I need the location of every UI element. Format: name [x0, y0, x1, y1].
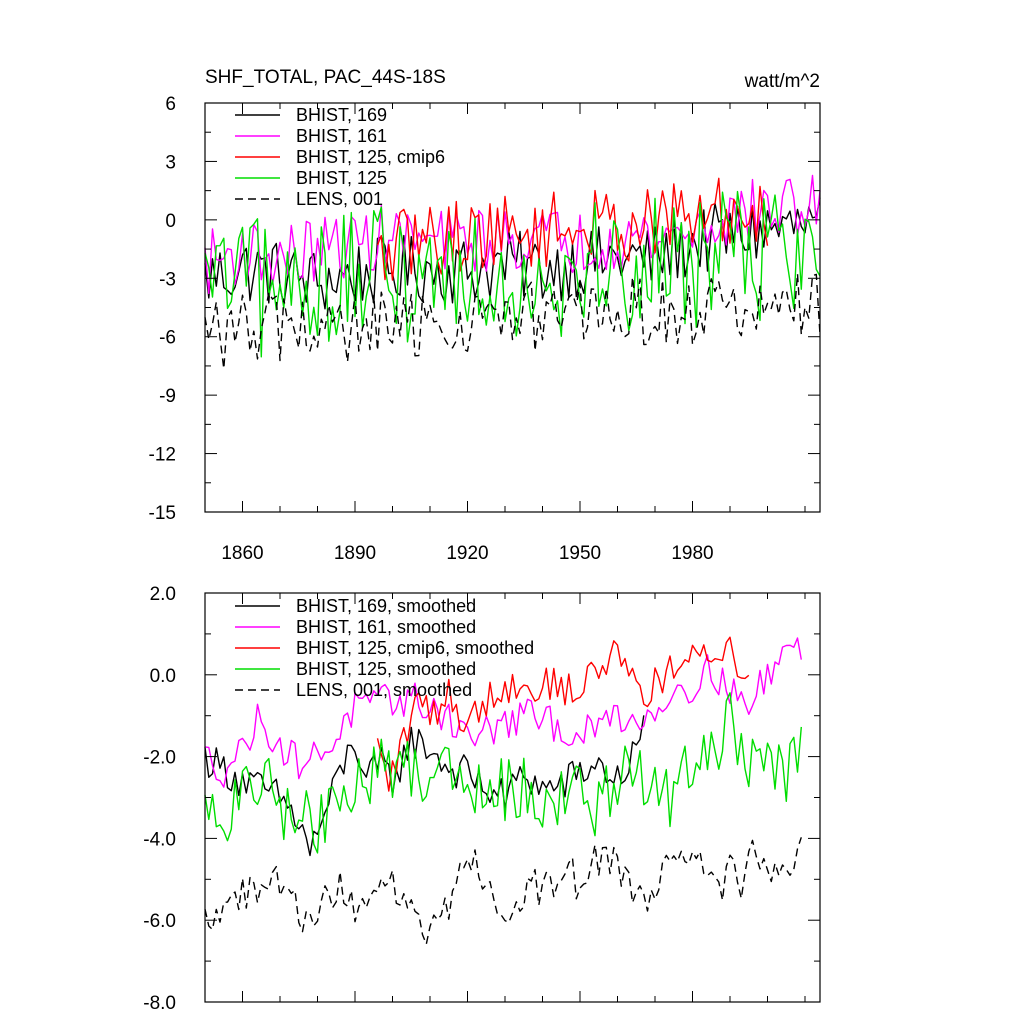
x-tick-label: 1980: [671, 543, 713, 564]
x-tick-label: 1920: [446, 543, 488, 564]
legend-label: BHIST, 161: [296, 126, 387, 146]
series-line-top-3: [204, 190, 821, 358]
y-tick-label: -12: [149, 445, 176, 466]
series-line-bottom-1: [204, 637, 802, 788]
y-tick-label: 3: [165, 152, 176, 173]
x-tick-label: 1860: [221, 543, 263, 564]
y-tick-label: -2.0: [143, 748, 176, 769]
y-tick-label: -9: [159, 386, 176, 407]
top-axis-ticks: 1860 1890 1920 1950 1980 -15 -12 -9 -6 -3 0 3 6: [149, 94, 820, 564]
legend-label: BHIST, 125, cmip6, smoothed: [296, 638, 534, 658]
legend-label: BHIST, 125, cmip6: [296, 147, 445, 167]
series-line-top-1: [204, 174, 821, 295]
legend-label: LENS, 001: [296, 189, 383, 209]
x-tick-label: 1950: [559, 543, 601, 564]
legend-label: BHIST, 161, smoothed: [296, 617, 476, 637]
series-line-bottom-0: [204, 715, 645, 857]
top-series-group: [204, 174, 821, 370]
series-line-bottom-3: [204, 692, 802, 854]
y-tick-label: -6.0: [143, 911, 176, 932]
y-tick-label: -4.0: [143, 829, 176, 850]
bottom-series-group: [204, 636, 802, 945]
x-tick-label: 1890: [334, 543, 376, 564]
y-tick-label: 6: [165, 94, 176, 115]
legend-label: BHIST, 169, smoothed: [296, 596, 476, 616]
top-chart-title: SHF_TOTAL, PAC_44S-18S: [205, 67, 446, 88]
y-tick-label: -3: [159, 269, 176, 290]
y-tick-label: 2.0: [150, 584, 176, 605]
top-chart-units: watt/m^2: [744, 71, 820, 92]
series-line-top-4: [204, 272, 821, 370]
y-tick-label: -8.0: [143, 993, 176, 1014]
legend-label: BHIST, 125, smoothed: [296, 659, 476, 679]
series-line-bottom-4: [204, 837, 802, 945]
y-tick-label: 0.0: [150, 666, 176, 687]
legend-label: BHIST, 125: [296, 168, 387, 188]
y-tick-label: 0: [165, 211, 176, 232]
legend-label: LENS, 001, smoothed: [296, 680, 472, 700]
y-tick-label: -6: [159, 328, 176, 349]
series-line-bottom-2: [376, 636, 750, 792]
top-panel: SHF_TOTAL, PAC_44S-18S watt/m^2 1860 1890…: [149, 67, 821, 564]
bottom-panel: -8.0 -6.0 -4.0 -2.0 0.0 2.0 BHIST, 169, smoot…: [143, 584, 821, 1014]
legend-label: BHIST, 169: [296, 105, 387, 125]
series-line-top-0: [204, 197, 821, 310]
bottom-axis-ticks: -8.0 -6.0 -4.0 -2.0 0.0 2.0: [143, 584, 820, 1014]
y-tick-label: -15: [149, 503, 176, 524]
